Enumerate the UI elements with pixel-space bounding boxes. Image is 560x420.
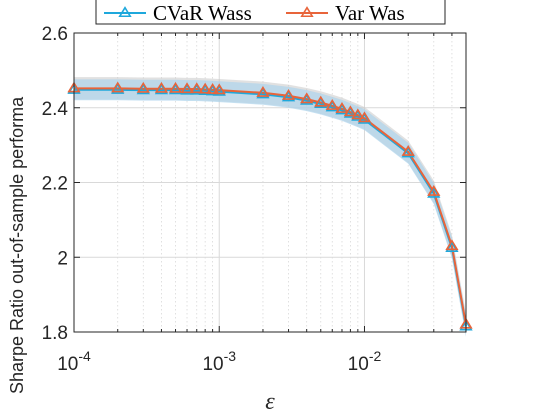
y-axis-label: Sharpe Ratio out-of-sample performa xyxy=(7,96,27,394)
data-point-var-was xyxy=(445,239,459,251)
data-point-var-was xyxy=(198,82,212,94)
data-point-var-was xyxy=(314,95,328,107)
y-tick-label: 2 xyxy=(57,248,68,269)
data-point-var-was xyxy=(351,108,365,120)
x-axis-label: ε xyxy=(265,389,275,415)
y-tick-label: 2.2 xyxy=(42,174,68,195)
data-point-var-was xyxy=(205,82,220,94)
legend-box xyxy=(95,0,446,25)
legend-label-var-was: Var Was xyxy=(335,1,405,25)
legend-label-cvar-wass: CVaR Wass xyxy=(153,1,252,25)
data-point-var-was xyxy=(180,82,194,94)
data-point-var-was xyxy=(212,83,226,95)
data-point-var-was xyxy=(357,111,372,123)
data-point-var-was xyxy=(281,88,296,100)
data-point-var-was xyxy=(168,81,183,93)
data-point-var-was xyxy=(300,92,314,104)
data-point-cvar-wass xyxy=(445,241,459,252)
series-line-var-was xyxy=(74,87,467,325)
x-tick-label: 10-2 xyxy=(348,348,382,375)
data-point-cvar-wass xyxy=(427,186,441,198)
data-point-var-was xyxy=(190,82,204,94)
data-point-var-was xyxy=(111,81,125,93)
legend: CVaR Wass Var Was xyxy=(95,0,446,25)
legend-entry-var-was: Var Was xyxy=(286,1,405,25)
data-point-var-was xyxy=(325,99,339,110)
data-point-var-was xyxy=(427,185,441,196)
data-point-var-was xyxy=(343,105,358,117)
y-tick-label: 2.6 xyxy=(42,24,68,45)
legend-marker-cvar-wass xyxy=(118,6,132,18)
y-tick-label: 2.4 xyxy=(42,99,69,120)
series-markers xyxy=(67,81,473,331)
data-point-var-was xyxy=(136,81,150,93)
data-point-var-was xyxy=(154,81,169,93)
data-point-var-was xyxy=(335,102,349,113)
legend-entry-cvar-wass: CVaR Wass xyxy=(104,1,252,25)
y-tick-label: 1.8 xyxy=(42,323,68,344)
data-point-var-was xyxy=(256,85,270,97)
data-point-var-was xyxy=(401,145,415,156)
axes-frame xyxy=(73,32,467,333)
legend-marker-var-was xyxy=(300,6,314,18)
